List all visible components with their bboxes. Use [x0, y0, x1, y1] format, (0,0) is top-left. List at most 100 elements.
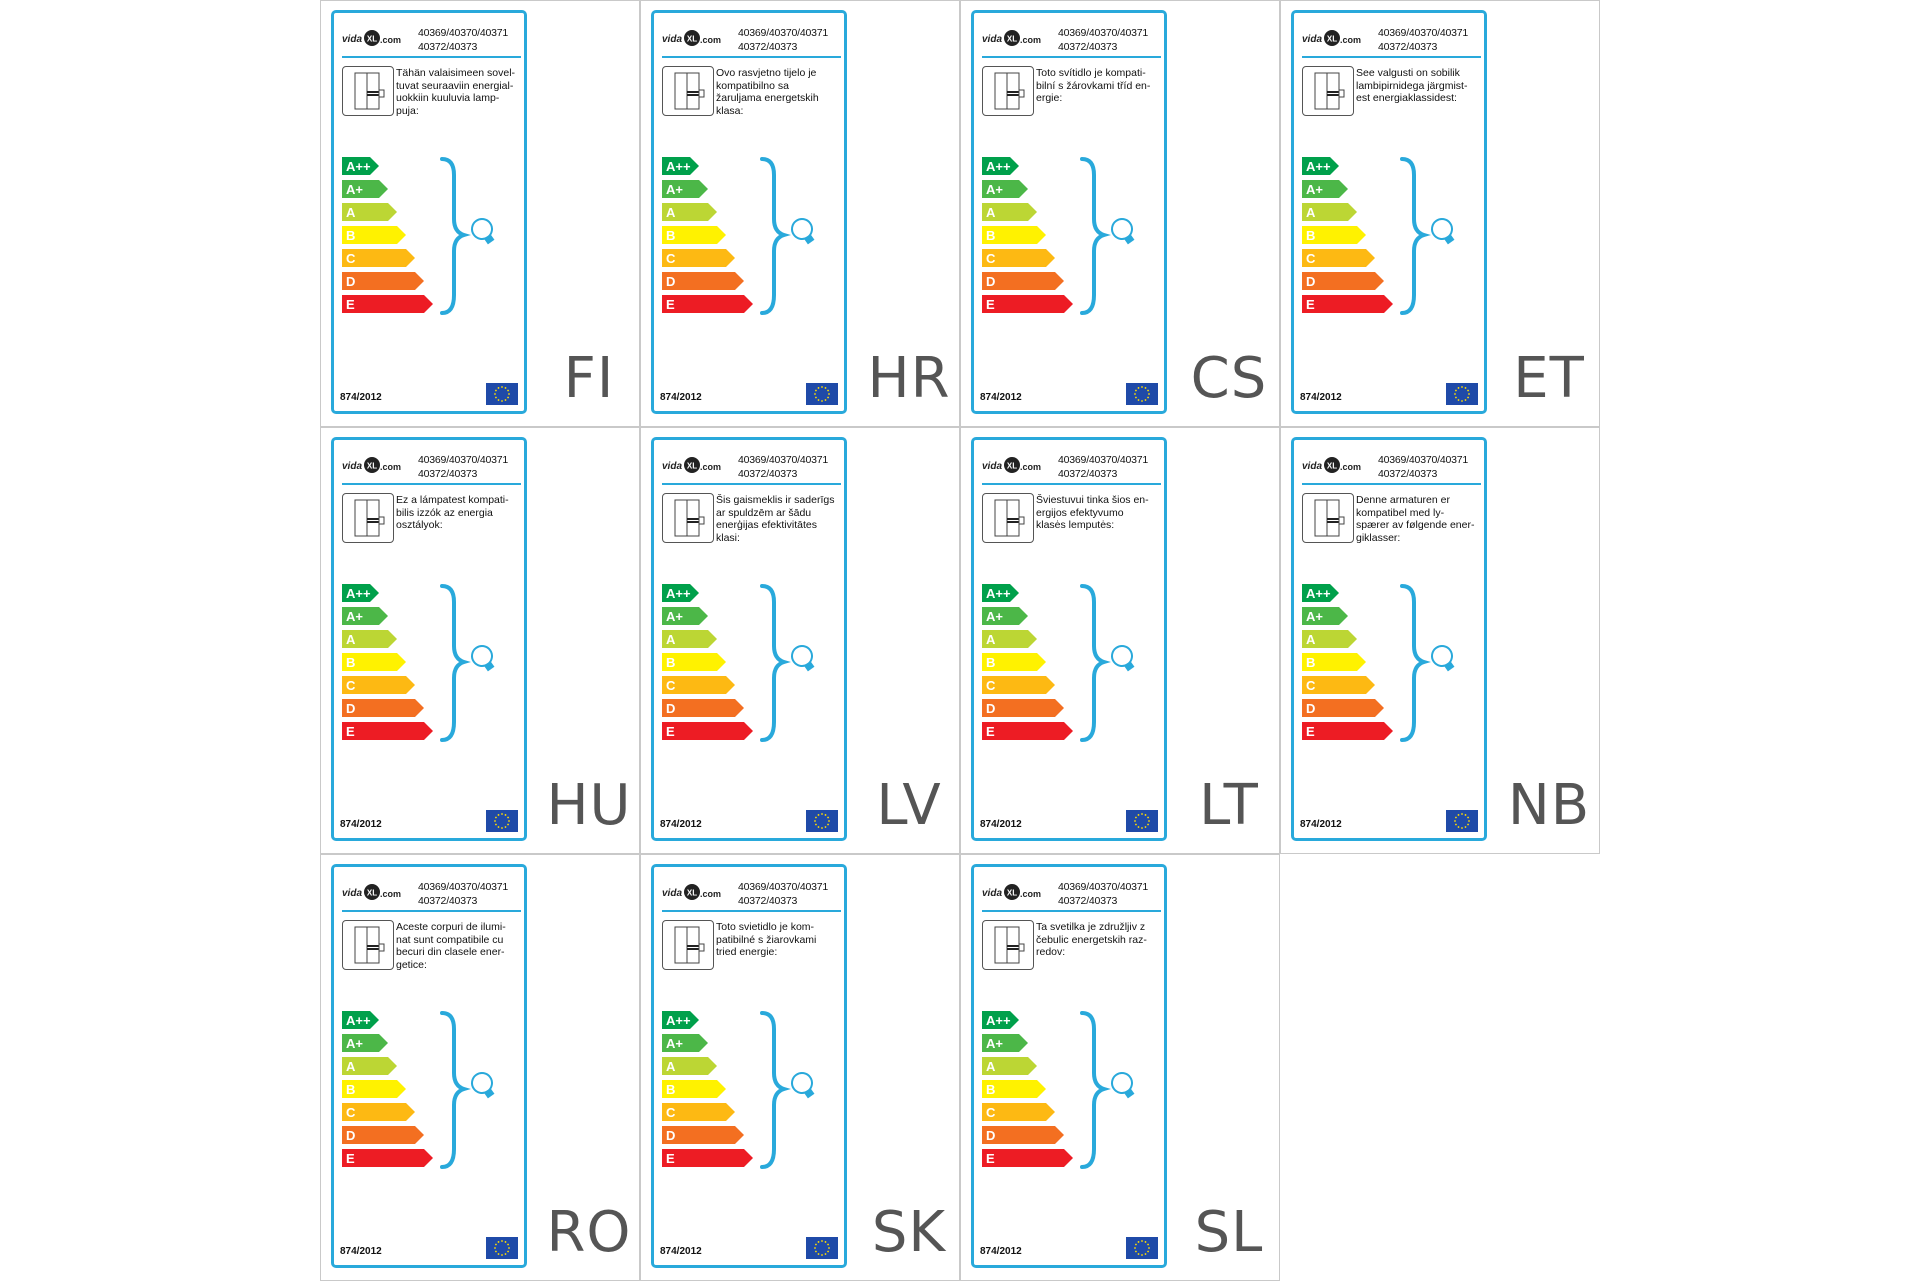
energy-class-letter: B [666, 1082, 675, 1097]
energy-class-4: C [662, 676, 735, 694]
logo-text-mid: XL [367, 462, 377, 471]
energy-class-4: C [982, 249, 1055, 267]
energy-class-arrow [1302, 203, 1357, 221]
energy-class-5: D [982, 1126, 1064, 1144]
energy-class-letter: B [1306, 228, 1315, 243]
energy-class-arrow [1302, 180, 1348, 198]
energy-class-arrow [342, 1080, 406, 1098]
energy-class-arrow [342, 295, 433, 313]
energy-class-arrow [342, 607, 388, 625]
energy-class-letter: E [666, 724, 675, 739]
energy-class-letter: C [1306, 251, 1316, 266]
label-header: vida XL .com 40369/40370/40371 40372/40373 [982, 20, 1161, 58]
label-cell-nb: vida XL .com 40369/40370/40371 40372/40373 De… [1280, 427, 1600, 854]
logo-badge [364, 30, 380, 46]
language-code: HR [867, 346, 951, 411]
energy-class-letter: D [1306, 701, 1315, 716]
energy-class-letter: E [986, 724, 995, 739]
label-cell-hr: vida XL .com 40369/40370/40371 40372/40373 Ov… [640, 0, 960, 427]
energy-class-1: A+ [1302, 607, 1348, 625]
lamp-fixture-icon [1302, 493, 1354, 543]
label-header: vida XL .com 40369/40370/40371 40372/40373 [982, 447, 1161, 485]
compatibility-text-line: redov: [1036, 946, 1066, 959]
energy-class-arrow [342, 1149, 433, 1167]
bulb-icon [791, 1072, 815, 1099]
brace-icon [1080, 584, 1111, 742]
energy-class-letter: C [1306, 678, 1316, 693]
logo-text-left: vida [982, 34, 1002, 45]
energy-class-arrow [1302, 722, 1393, 740]
vidaxl-logo: vida XL .com [342, 884, 401, 900]
energy-class-letter: B [346, 1082, 355, 1097]
language-code: ET [1513, 346, 1585, 411]
language-code: SL [1194, 1200, 1264, 1265]
product-codes-line2: 40372/40373 [418, 468, 478, 480]
energy-class-arrow [982, 272, 1064, 290]
energy-class-letter: A+ [986, 609, 1003, 624]
energy-class-letter: A++ [346, 159, 371, 174]
energy-class-letter: E [346, 1151, 355, 1166]
vidaxl-logo: vida XL .com [982, 884, 1041, 900]
energy-class-letter: D [666, 1128, 675, 1143]
energy-class-arrow [982, 1149, 1073, 1167]
energy-class-6: E [662, 722, 753, 740]
energy-class-arrow [1302, 607, 1348, 625]
logo-text-right: .com [1020, 462, 1041, 472]
logo-text-left: vida [982, 461, 1002, 472]
product-codes-line2: 40372/40373 [418, 41, 478, 53]
regulation-number: 874/2012 [980, 392, 1022, 403]
energy-class-letter: C [666, 251, 676, 266]
compatibility-text-line: puja: [396, 104, 419, 117]
product-codes: 40369/40370/40371 40372/40373 [1058, 26, 1148, 54]
brace-icon [440, 157, 471, 315]
energy-class-5: D [662, 1126, 744, 1144]
energy-class-2: A [342, 203, 397, 221]
energy-class-arrow [342, 1057, 397, 1075]
label-header: vida XL .com 40369/40370/40371 40372/40373 [342, 447, 521, 485]
logo-text-right: .com [700, 462, 721, 472]
energy-class-letter: A++ [1306, 159, 1331, 174]
label-cell-fi: vida XL .com 40369/40370/40371 40372/40373 Tä… [320, 0, 640, 427]
energy-class-letter: A [666, 205, 676, 220]
energy-class-letter: A+ [346, 182, 363, 197]
logo-text-right: .com [1340, 35, 1361, 45]
energy-class-letter: A [986, 1059, 996, 1074]
energy-label: vida XL .com 40369/40370/40371 40372/40373 Ta… [971, 864, 1167, 1268]
logo-badge [1324, 457, 1340, 473]
energy-class-3: B [662, 1080, 726, 1098]
bulb-icon [1111, 645, 1135, 672]
vidaxl-logo: vida XL .com [662, 884, 721, 900]
energy-class-letter: E [1306, 724, 1315, 739]
energy-class-letter: A+ [346, 609, 363, 624]
energy-class-6: E [662, 1149, 753, 1167]
logo-text-right: .com [700, 35, 721, 45]
energy-class-arrow [982, 180, 1028, 198]
energy-class-arrow [1302, 272, 1384, 290]
compatibility-text-line: bilní s žárovkami tříd en- [1036, 79, 1151, 92]
energy-class-0: A++ [662, 1011, 699, 1029]
logo-text-left: vida [342, 461, 362, 472]
energy-label: vida XL .com 40369/40370/40371 40372/40373 Ši… [651, 437, 847, 841]
bulb-icon [471, 645, 495, 672]
energy-class-letter: C [346, 251, 356, 266]
logo-text-mid: XL [687, 889, 697, 898]
energy-class-arrow [662, 653, 726, 671]
energy-class-0: A++ [342, 584, 379, 602]
label-header: vida XL .com 40369/40370/40371 40372/40373 [1302, 447, 1481, 485]
energy-class-6: E [342, 295, 433, 313]
logo-text-right: .com [380, 35, 401, 45]
energy-class-letter: A [1306, 205, 1316, 220]
regulation-number: 874/2012 [340, 1246, 382, 1257]
energy-class-arrow [982, 699, 1064, 717]
product-codes-line2: 40372/40373 [1058, 41, 1118, 53]
product-codes: 40369/40370/40371 40372/40373 [738, 26, 828, 54]
vidaxl-logo: vida XL .com [1302, 30, 1361, 46]
energy-class-arrow [1302, 157, 1339, 175]
energy-class-6: E [662, 295, 753, 313]
compatibility-text-line: becuri din clasele ener- [396, 946, 505, 959]
brace-icon [1400, 584, 1431, 742]
energy-class-letter: B [986, 228, 995, 243]
energy-class-letter: A++ [666, 159, 691, 174]
